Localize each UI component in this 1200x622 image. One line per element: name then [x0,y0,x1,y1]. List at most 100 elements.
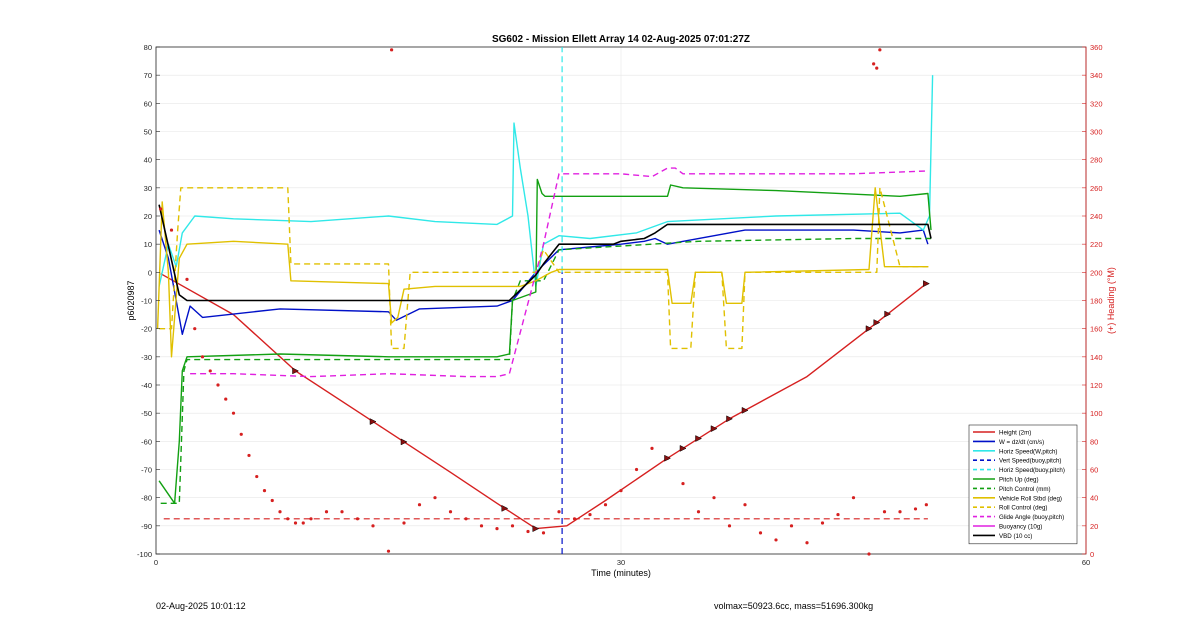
height-marker [292,367,300,375]
y-tick-label: -30 [141,353,152,362]
heading-point [495,527,499,531]
y2-tick-label: 200 [1090,268,1103,277]
legend-label: Buoyancy (10g) [999,524,1042,531]
heading-point [875,66,879,70]
series-layer [156,47,934,554]
y2-tick-label: 280 [1090,156,1103,165]
height-marker [664,454,672,462]
heading-point [216,383,220,387]
heading-point [185,277,189,281]
legend: Height (2m) W = dz/dt (cm/s) Horiz Speed(W… [968,424,1078,545]
y-tick-label: 80 [144,43,152,52]
heading-point [247,453,251,458]
heading-point [464,517,468,521]
series-horiz-speed-w-pitch [158,75,934,288]
legend-label: Horiz Speed(W,pitch) [999,448,1057,455]
series-pitch-control-mm [160,237,931,504]
heading-point [872,62,876,66]
heading-point [696,510,701,514]
heading-point [278,510,282,514]
y2-tick-label: 320 [1090,99,1103,108]
height-marker [741,406,749,414]
y-tick-label: -40 [141,381,152,390]
y2-tick-label: 220 [1090,240,1103,249]
y-tick-label: -90 [141,522,152,531]
axes-layer: -100-90-80-70-60-50-40-30-20-10010203040… [137,43,1103,567]
heading-point [169,228,174,232]
y2-tick-label: 180 [1090,297,1103,306]
heading-point [557,510,561,514]
heading-point [390,48,394,52]
height-marker [695,435,703,442]
legend-label: Vert Speed(buoy,pitch) [999,458,1061,465]
height-marker [679,444,687,452]
heading-point [851,496,856,500]
heading-point [293,521,298,525]
chart-title: SG602 - Mission Ellett Array 14 02-Aug-2… [492,34,750,45]
y2-tick-label: 160 [1090,325,1103,334]
series-vbd-10-cc [158,204,932,302]
heading-point [882,510,887,514]
legend-box [968,424,1078,545]
y-tick-label: 10 [144,240,152,249]
heading-point [231,411,236,415]
x-tick-label: 60 [1082,558,1090,567]
footer-timestamp: 02-Aug-2025 10:01:12 [156,601,246,611]
heading-point [867,552,871,556]
y2-tick-label: 340 [1090,71,1103,80]
series-height-2m [160,273,927,530]
marker-layer [159,48,930,556]
footer-stats: volmax=50923.6cc, mass=51696.300kg [714,601,874,611]
legend-label: Glide Angle (buoy,pitch) [999,514,1064,521]
heading-point [758,531,763,535]
heading-point [588,512,592,517]
heading-point [510,524,515,528]
heading-point [727,524,732,528]
heading-point [355,517,360,521]
heading-point [572,517,577,521]
heading-point [193,327,197,331]
heading-point [255,474,259,479]
y-axis-label: p6020987 [126,280,136,320]
series-glide-angle-buoy-pitch [190,167,928,378]
heading-point [878,48,882,52]
y-tick-label: 70 [144,71,152,80]
heading-point [324,510,329,514]
y2-tick-label: 20 [1090,522,1098,531]
height-marker [369,418,377,426]
legend-label: Roll Control (deg) [999,505,1048,512]
y-tick-label: 0 [148,268,152,277]
heading-point [208,369,212,373]
y2-tick-label: 80 [1090,437,1098,446]
heading-point [650,446,654,450]
y-tick-label: -80 [141,494,152,503]
heading-point [789,524,794,528]
heading-point [479,524,484,528]
height-marker [884,310,892,318]
heading-point [820,521,825,525]
legend-label: Pitch Control (mm) [999,486,1051,493]
heading-point [402,521,406,525]
y-tick-label: -70 [141,466,152,475]
heading-point [603,503,608,507]
height-marker [501,504,509,512]
height-marker [865,325,873,333]
y-tick-label: 30 [144,184,152,193]
heading-point [417,503,422,507]
heading-point [526,529,530,534]
height-marker [532,525,540,533]
x-tick-label: 0 [154,558,158,567]
y2-tick-label: 120 [1090,381,1103,390]
y-tick-label: -60 [141,437,152,446]
y-tick-label: -20 [141,325,152,334]
heading-point [309,517,313,521]
heading-point [386,549,391,553]
y2-tick-label: 240 [1090,212,1103,221]
y-tick-label: 40 [144,156,152,165]
y-tick-label: -100 [137,550,152,559]
legend-label: Pitch Up (deg) [999,477,1039,484]
heading-point [619,489,623,493]
y2-tick-label: 360 [1090,43,1103,52]
heading-point [200,355,205,359]
